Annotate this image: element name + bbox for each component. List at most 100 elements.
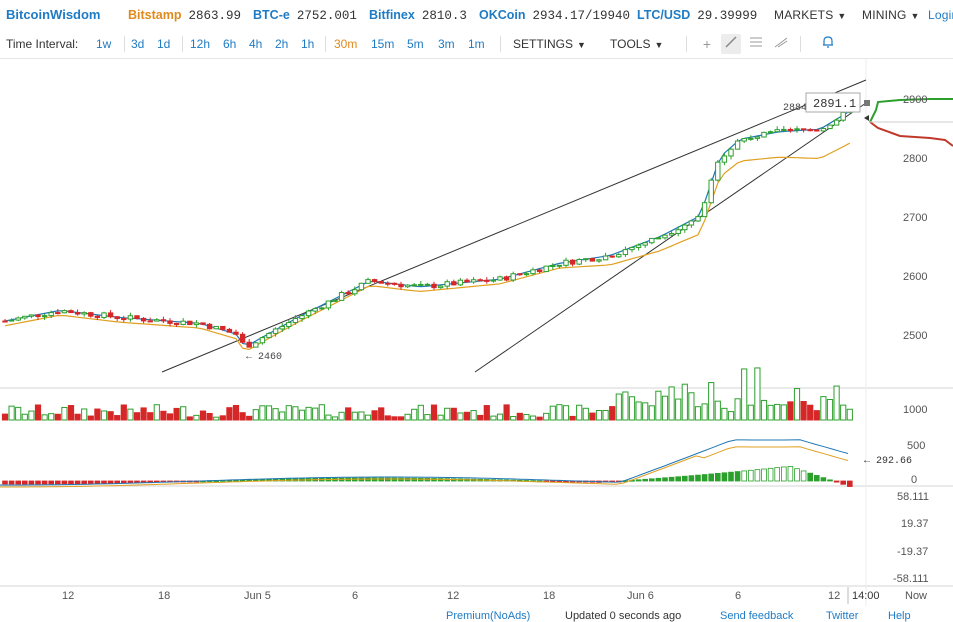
ticker-bitstamp[interactable]: Bitstamp 2863.99 [128, 8, 241, 23]
fib-tool-icon[interactable] [746, 34, 766, 54]
interval-15m[interactable]: 15m [371, 37, 395, 51]
candle-body [22, 315, 28, 319]
volume-bar [529, 415, 537, 421]
ticker-bitfinex[interactable]: Bitfinex 2810.3 [369, 8, 467, 23]
volume-bar [338, 411, 345, 421]
feedback-link[interactable]: Send feedback [720, 610, 794, 622]
volume-bar [681, 383, 688, 421]
brand-logo[interactable]: BitcoinWisdom [6, 7, 101, 22]
alert-bell-icon[interactable] [818, 34, 838, 54]
interval-1w[interactable]: 1w [96, 37, 112, 51]
macd-histogram-bar [787, 466, 794, 482]
interval-12h[interactable]: 12h [190, 37, 211, 51]
candle-body [820, 128, 827, 132]
volume-bar [94, 408, 101, 421]
draw-tool-icon[interactable] [771, 34, 791, 54]
macd-histogram-bar [378, 477, 384, 482]
ticker-btce[interactable]: BTC-e 2752.001 [253, 8, 357, 23]
volume-bar [840, 404, 847, 421]
candle-body [688, 220, 695, 226]
candle-body [167, 320, 173, 324]
interval-1m[interactable]: 1m [468, 37, 485, 51]
ticker-exchange: LTC/USD [637, 8, 691, 22]
candle-body [41, 315, 48, 318]
candle-body [510, 273, 516, 281]
volume-bar [345, 407, 352, 421]
candle-body [107, 312, 114, 318]
macd-histogram-bar [134, 480, 140, 484]
premium-link[interactable]: Premium(NoAds) [446, 610, 531, 622]
volume-bar [813, 410, 820, 421]
mining-menu[interactable]: MINING ▼ [862, 8, 920, 22]
interval-3d[interactable]: 3d [131, 37, 145, 51]
candle-body [431, 283, 437, 289]
tools-menu[interactable]: TOOLS ▼ [610, 37, 663, 51]
trendlines [161, 79, 867, 373]
volume-bar [107, 411, 114, 421]
candle-body [239, 333, 246, 343]
ticker-price: 29.39999 [697, 9, 758, 23]
volume-bar [668, 386, 675, 421]
trendline-upper [161, 79, 867, 373]
login-link[interactable]: Login [928, 8, 953, 22]
volume-bar [549, 405, 556, 421]
volume-bar [688, 392, 695, 421]
candle-body [602, 255, 609, 261]
crosshair-icon[interactable]: + [702, 36, 712, 52]
volume-bar [180, 406, 187, 421]
ticker-ltcusd[interactable]: LTC/USD 29.39999 [637, 8, 757, 23]
x-tick: 18 [158, 590, 170, 602]
volume-bar [430, 404, 438, 421]
x-tick: 12 [62, 590, 74, 602]
candle-body [154, 319, 160, 322]
depth-overlay [869, 98, 953, 147]
settings-label: SETTINGS [513, 37, 574, 51]
markets-menu[interactable]: MARKETS ▼ [774, 8, 847, 22]
volume-bar [562, 405, 570, 421]
interval-3m[interactable]: 3m [438, 37, 455, 51]
volume-bar [826, 398, 834, 421]
price-chart[interactable]: 2900 2800 2700 2600 2500 2884 2891.1 ← 2… [0, 58, 953, 606]
last-price-marker [864, 100, 870, 106]
volume-bar [48, 413, 55, 421]
macd-histogram-bar [61, 480, 68, 485]
volume-bar [846, 408, 853, 421]
volume-bar [1, 413, 9, 421]
settings-menu[interactable]: SETTINGS ▼ [513, 37, 586, 51]
macd-histogram-bar [827, 479, 833, 482]
volume-bar [741, 368, 748, 421]
ticker-price: 2934.17/19940 [532, 9, 631, 23]
candle-body [272, 328, 279, 334]
macd-histogram-bar [28, 480, 35, 485]
chevron-down-icon: ▼ [837, 11, 847, 21]
macd-histogram-bar [748, 469, 754, 482]
line-tool-icon[interactable] [721, 34, 741, 54]
low-annotation: ← 2460 [246, 352, 282, 363]
macd-histogram-bar [101, 480, 107, 484]
volume-bar [734, 398, 741, 421]
candle-body [437, 285, 444, 289]
candle-body [411, 284, 417, 287]
interval-1d[interactable]: 1d [157, 37, 171, 51]
ticker-okcoin[interactable]: OKCoin 2934.17/19940 [479, 8, 630, 23]
twitter-link[interactable]: Twitter [826, 610, 859, 622]
candle-body [668, 233, 675, 236]
volume-bar [754, 367, 761, 421]
interval-1h[interactable]: 1h [301, 37, 315, 51]
ticker-exchange: Bitfinex [369, 8, 415, 22]
candle-body [246, 341, 252, 348]
volume-bar [536, 416, 543, 421]
x-tick: Jun 5 [244, 590, 271, 602]
interval-2h[interactable]: 2h [275, 37, 289, 51]
interval-5m[interactable]: 5m [407, 37, 424, 51]
interval-4h[interactable]: 4h [249, 37, 263, 51]
volume-bar [166, 413, 174, 421]
volume-bar [259, 405, 266, 421]
volume-bar [609, 406, 616, 421]
interval-30m[interactable]: 30m [334, 37, 358, 51]
volume-bars [1, 367, 853, 421]
help-link[interactable]: Help [888, 610, 911, 622]
candle-body [279, 325, 285, 330]
candle-body [385, 282, 391, 285]
interval-6h[interactable]: 6h [223, 37, 237, 51]
